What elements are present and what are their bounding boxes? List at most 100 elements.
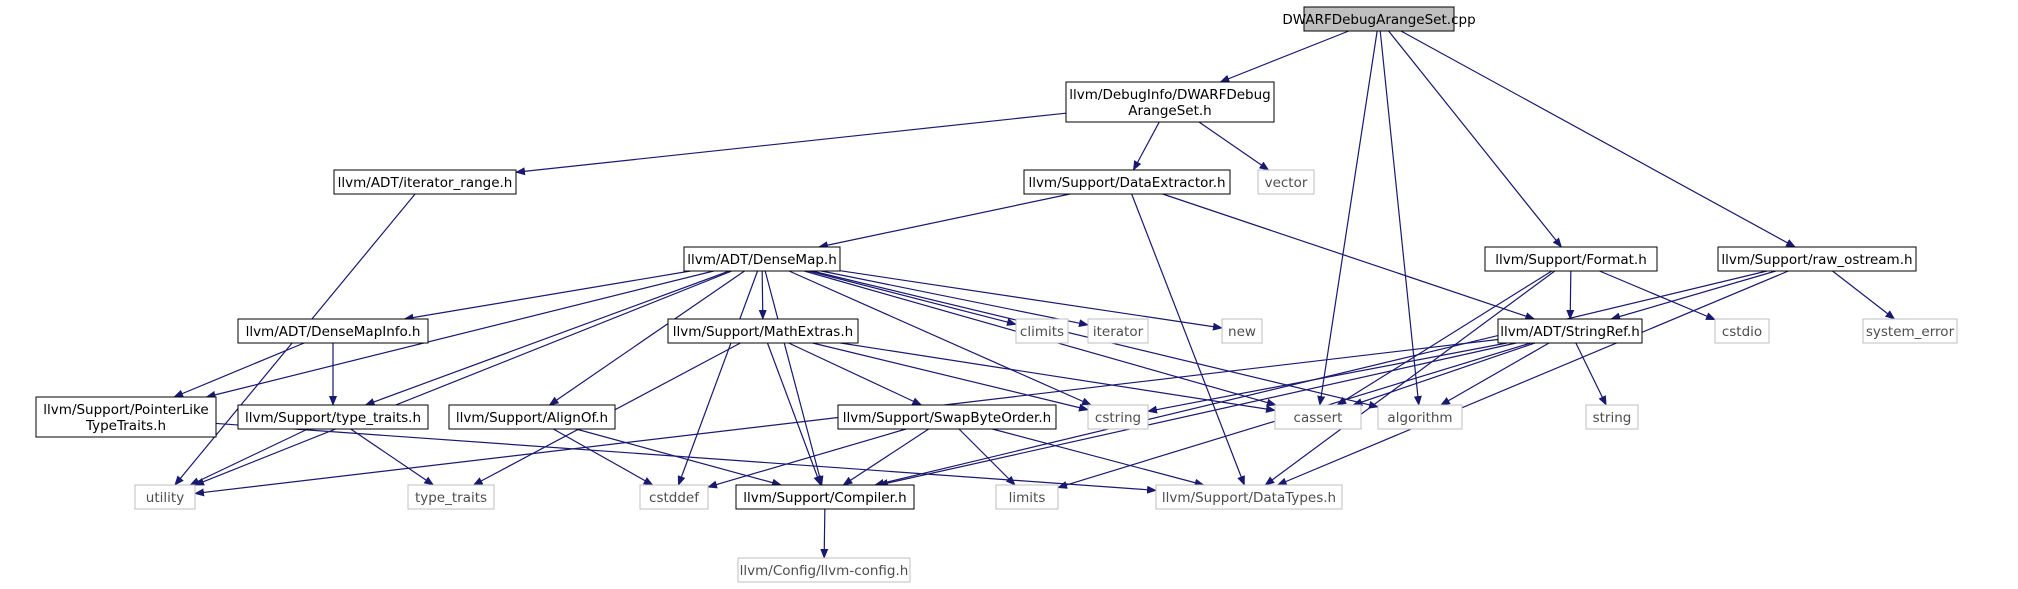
node-box	[1023, 169, 1231, 195]
node-typetraits_h[interactable]: llvm/Support/type_traits.h	[237, 404, 429, 430]
node-label: type_traits	[415, 490, 487, 506]
node-iter_range[interactable]: llvm/ADT/iterator_range.h	[333, 169, 517, 195]
node-label: llvm/ADT/StringRef.h	[1500, 324, 1640, 340]
edge-raw_os-to-system_error	[1832, 270, 1896, 320]
node-label: utility	[146, 490, 184, 506]
edge-raw_os-to-stringref	[1610, 270, 1777, 321]
edge-root-to-raw_os	[1400, 30, 1796, 248]
node-layer: DWARFDebugArangeSet.cpp llvm/DebugInfo/DW…	[35, 6, 1958, 583]
node-box	[1717, 246, 1917, 272]
edge-format-to-datatypes	[1264, 270, 1556, 486]
node-box	[1221, 318, 1263, 344]
node-label: system_error	[1866, 324, 1955, 340]
node-box	[1155, 484, 1343, 510]
node-root[interactable]: DWARFDebugArangeSet.cpp	[1282, 6, 1476, 32]
node-box	[1065, 81, 1275, 123]
edge-densemap-to-pointerlike	[205, 270, 714, 399]
edge-mathextras-to-cstring	[812, 342, 1089, 412]
node-label: algorithm	[1387, 410, 1452, 426]
node-box	[1274, 404, 1362, 430]
node-label: llvm/Support/PointerLike	[43, 402, 208, 418]
node-vector: vector	[1257, 169, 1315, 195]
node-box	[448, 404, 616, 430]
node-alignof[interactable]: llvm/Support/AlignOf.h	[448, 404, 616, 430]
node-label: llvm/ADT/DenseMap.h	[687, 252, 837, 268]
node-label: vector	[1265, 175, 1308, 191]
edge-root-to-dwarf_h	[1219, 30, 1350, 83]
edge-stringref-to-string	[1575, 342, 1607, 406]
node-utility: utility	[134, 484, 196, 510]
node-label: llvm/Support/DataTypes.h	[1162, 490, 1336, 506]
node-compiler[interactable]: llvm/Support/Compiler.h	[735, 484, 915, 510]
node-label: llvm/Support/raw_ostream.h	[1721, 252, 1912, 268]
edge-densemap-to-cstddef	[677, 270, 759, 486]
node-box	[35, 396, 217, 438]
node-label: new	[1228, 324, 1256, 340]
node-box	[237, 318, 429, 344]
node-iterator: iterator	[1087, 318, 1149, 344]
node-label: llvm/ADT/iterator_range.h	[338, 175, 513, 191]
node-new: new	[1221, 318, 1263, 344]
edge-root-to-algorithm	[1379, 30, 1422, 406]
edge-dwarf_h-to-dataext	[1132, 121, 1160, 171]
node-type_traits: type_traits	[407, 484, 495, 510]
edge-dataext-to-stringref	[1162, 193, 1536, 320]
node-box	[1484, 246, 1658, 272]
node-dataext[interactable]: llvm/Support/DataExtractor.h	[1023, 169, 1231, 195]
edge-typetraits_h-to-type_traits	[350, 428, 435, 486]
edge-densemap-to-climits	[808, 270, 1017, 326]
node-label: llvm/Support/Format.h	[1495, 252, 1647, 268]
node-label: llvm/Support/SwapByteOrder.h	[843, 410, 1051, 426]
node-swapbyte[interactable]: llvm/Support/SwapByteOrder.h	[837, 404, 1057, 430]
node-box	[639, 484, 709, 510]
node-stringref[interactable]: llvm/ADT/StringRef.h	[1497, 318, 1643, 344]
node-box	[407, 484, 495, 510]
node-label: llvm/Support/Compiler.h	[743, 490, 906, 506]
node-box	[995, 484, 1059, 510]
node-box	[683, 246, 841, 272]
edge-root-to-format	[1388, 30, 1563, 248]
node-label: llvm/Support/DataExtractor.h	[1028, 175, 1225, 191]
edge-swapbyte-to-datatypes	[992, 428, 1205, 487]
node-label: cassert	[1294, 410, 1343, 426]
node-box	[1087, 318, 1149, 344]
node-llvmconfig: llvm/Config/llvm-config.h	[737, 557, 911, 583]
edge-densemapinfo-to-pointerlike	[173, 342, 305, 398]
node-label: cstdio	[1722, 324, 1762, 340]
node-format[interactable]: llvm/Support/Format.h	[1484, 246, 1658, 272]
edge-format-to-cassert	[1336, 270, 1553, 406]
node-dwarf_h[interactable]: llvm/DebugInfo/DWARFDebugArangeSet.h	[1065, 81, 1275, 123]
edge-densemap-to-compiler	[764, 270, 824, 486]
node-label: TypeTraits.h	[85, 418, 166, 434]
node-box	[333, 169, 517, 195]
edge-stringref-to-compiler	[877, 342, 1517, 487]
node-label: llvm/Config/llvm-config.h	[740, 563, 909, 579]
node-cstddef: cstddef	[639, 484, 709, 510]
edge-compiler-to-llvmconfig	[820, 508, 829, 559]
node-label: llvm/Support/type_traits.h	[245, 410, 421, 426]
edge-format-to-stringref	[1566, 270, 1575, 320]
edge-mathextras-to-compiler	[766, 342, 822, 486]
node-label: DWARFDebugArangeSet.cpp	[1282, 12, 1475, 28]
edge-densemap-to-new	[839, 270, 1223, 331]
edge-dwarf_h-to-iter_range	[515, 112, 1067, 176]
node-climits: climits	[1015, 318, 1069, 344]
node-mathextras[interactable]: llvm/Support/MathExtras.h	[667, 318, 859, 344]
edge-layer	[173, 30, 1896, 559]
node-limits: limits	[995, 484, 1059, 510]
node-raw_os[interactable]: llvm/Support/raw_ostream.h	[1717, 246, 1917, 272]
node-label: string	[1593, 410, 1632, 426]
edge-swapbyte-to-cstddef	[707, 428, 907, 489]
node-densemapinfo[interactable]: llvm/ADT/DenseMapInfo.h	[237, 318, 429, 344]
node-box	[667, 318, 859, 344]
node-datatypes: llvm/Support/DataTypes.h	[1155, 484, 1343, 510]
node-box	[1714, 318, 1770, 344]
edge-mathextras-to-swapbyte	[788, 342, 923, 406]
node-densemap[interactable]: llvm/ADT/DenseMap.h	[683, 246, 841, 272]
edge-stringref-to-cassert	[1352, 342, 1536, 406]
node-algorithm: algorithm	[1377, 404, 1463, 430]
node-box	[1862, 318, 1958, 344]
node-label: llvm/DebugInfo/DWARFDebug	[1069, 87, 1270, 103]
node-box	[1377, 404, 1463, 430]
